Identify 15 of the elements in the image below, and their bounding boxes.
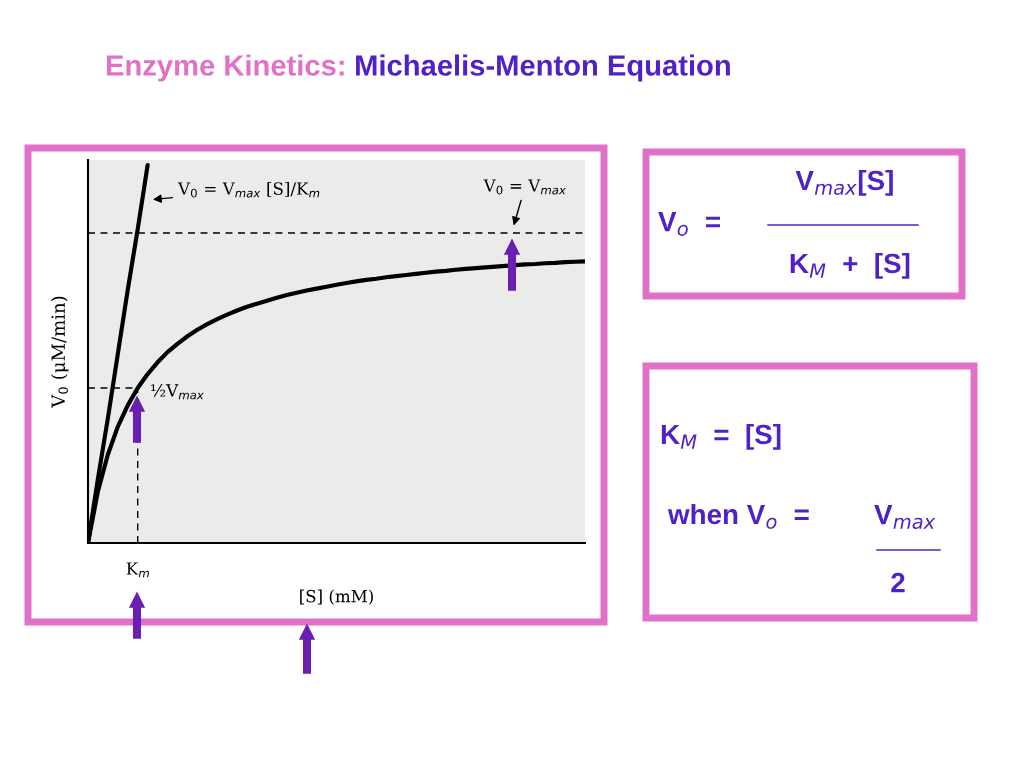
text: when V$_{o}$ = <box>667 503 809 529</box>
text: K$_{M}$ + [S] <box>790 252 910 279</box>
text: V$_{max}$[S] <box>795 169 893 196</box>
annotation: V$_{0}$ = V$_{max}$ [S]/K$_{m}$ <box>177 181 320 198</box>
text: V$_{o}$ = <box>658 212 720 236</box>
y-axis-title: V$_{0}$ (μM/min) <box>51 296 69 408</box>
annotation: ½V$_{max}$ <box>151 384 204 400</box>
x-axis-title: [S] (mM) <box>300 589 373 605</box>
text: V$_{max}$ <box>874 505 936 529</box>
text: K$_{M}$ = [S] <box>661 423 781 450</box>
text: K$_{m}$ <box>126 562 149 578</box>
annotation: V$_{0}$ = V$_{max}$ <box>483 179 566 195</box>
chart-subtitle: Michaelis-Menton Equation <box>356 54 730 82</box>
chart-title: Enzyme Kinetics: <box>106 54 344 82</box>
text: 2 <box>891 572 905 593</box>
